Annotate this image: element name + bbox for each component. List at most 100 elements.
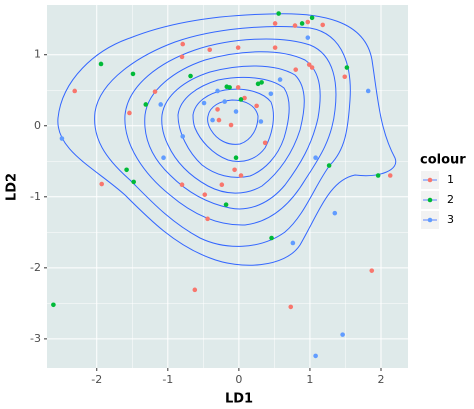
point bbox=[238, 97, 244, 102]
contour bbox=[192, 88, 274, 162]
point bbox=[276, 11, 281, 16]
point bbox=[232, 167, 237, 173]
point bbox=[219, 182, 225, 188]
point bbox=[222, 99, 227, 104]
y-tick-label: -2 bbox=[30, 261, 41, 274]
y-tick-label: 1 bbox=[34, 48, 41, 61]
y-tick-label: -1 bbox=[30, 190, 41, 203]
point bbox=[98, 61, 104, 67]
legend: colour 1 2 3 bbox=[420, 153, 466, 229]
points bbox=[51, 11, 393, 359]
point bbox=[201, 100, 207, 106]
point bbox=[293, 67, 299, 72]
point bbox=[313, 155, 318, 161]
contour bbox=[144, 51, 321, 210]
point bbox=[342, 74, 348, 80]
density-contours bbox=[57, 13, 397, 266]
point bbox=[365, 88, 371, 94]
point bbox=[228, 122, 234, 128]
point bbox=[326, 163, 332, 168]
point bbox=[262, 140, 268, 146]
point bbox=[309, 65, 315, 70]
point bbox=[152, 89, 158, 94]
legend-label: 2 bbox=[447, 193, 454, 206]
legend-label: 3 bbox=[447, 213, 454, 226]
legend-title: colour bbox=[420, 153, 466, 168]
point bbox=[207, 47, 213, 53]
point bbox=[233, 109, 239, 114]
point bbox=[131, 179, 136, 185]
point bbox=[305, 19, 311, 25]
point bbox=[258, 119, 264, 124]
point bbox=[305, 35, 311, 40]
x-axis-label: LD1 bbox=[225, 392, 253, 407]
contour bbox=[177, 76, 290, 178]
point bbox=[340, 332, 345, 337]
point bbox=[254, 103, 259, 109]
contour bbox=[207, 99, 259, 145]
point bbox=[292, 23, 298, 28]
point bbox=[180, 134, 186, 139]
point bbox=[127, 110, 132, 116]
point bbox=[235, 85, 241, 90]
point bbox=[332, 210, 338, 216]
point bbox=[205, 216, 210, 222]
point bbox=[268, 91, 274, 97]
point bbox=[161, 155, 166, 161]
point bbox=[277, 77, 283, 82]
point bbox=[255, 81, 261, 87]
point bbox=[320, 22, 326, 28]
legend-label: 1 bbox=[447, 173, 454, 186]
y-axis-label: LD2 bbox=[5, 173, 20, 201]
point bbox=[290, 240, 296, 246]
point bbox=[179, 182, 185, 188]
point bbox=[59, 136, 65, 141]
point bbox=[202, 192, 208, 197]
point bbox=[210, 117, 215, 123]
contour bbox=[161, 65, 305, 194]
point bbox=[272, 21, 278, 26]
point bbox=[272, 45, 278, 50]
point bbox=[180, 41, 186, 47]
y-tick-label: 0 bbox=[34, 119, 41, 132]
point bbox=[375, 173, 381, 178]
x-tick-label: -2 bbox=[91, 373, 102, 386]
point bbox=[215, 88, 220, 94]
contour bbox=[124, 38, 337, 226]
panel bbox=[47, 5, 408, 368]
point bbox=[387, 173, 393, 178]
x-tick-label: 2 bbox=[377, 373, 384, 386]
point bbox=[215, 107, 220, 112]
x-tick-label: 1 bbox=[306, 373, 313, 386]
point bbox=[242, 95, 247, 101]
point bbox=[51, 302, 56, 308]
point bbox=[299, 21, 305, 26]
contour bbox=[57, 13, 397, 266]
x-tick-label: -1 bbox=[162, 373, 173, 386]
point bbox=[309, 15, 315, 21]
point bbox=[192, 287, 198, 293]
point bbox=[288, 304, 294, 310]
point bbox=[130, 71, 136, 77]
legend-key-point bbox=[427, 217, 433, 223]
point bbox=[313, 353, 318, 359]
contour bbox=[94, 26, 351, 247]
point bbox=[223, 202, 229, 207]
point bbox=[124, 167, 129, 173]
point bbox=[179, 54, 185, 60]
legend-key-point bbox=[427, 197, 433, 203]
point bbox=[158, 102, 164, 107]
point bbox=[216, 117, 222, 123]
x-tick-label: 0 bbox=[235, 373, 242, 386]
point bbox=[269, 235, 274, 241]
point bbox=[235, 45, 241, 50]
point bbox=[259, 80, 264, 85]
point bbox=[306, 62, 312, 67]
point bbox=[188, 73, 193, 79]
point bbox=[238, 173, 244, 178]
point bbox=[72, 88, 78, 94]
point bbox=[143, 102, 149, 107]
point bbox=[233, 155, 239, 161]
